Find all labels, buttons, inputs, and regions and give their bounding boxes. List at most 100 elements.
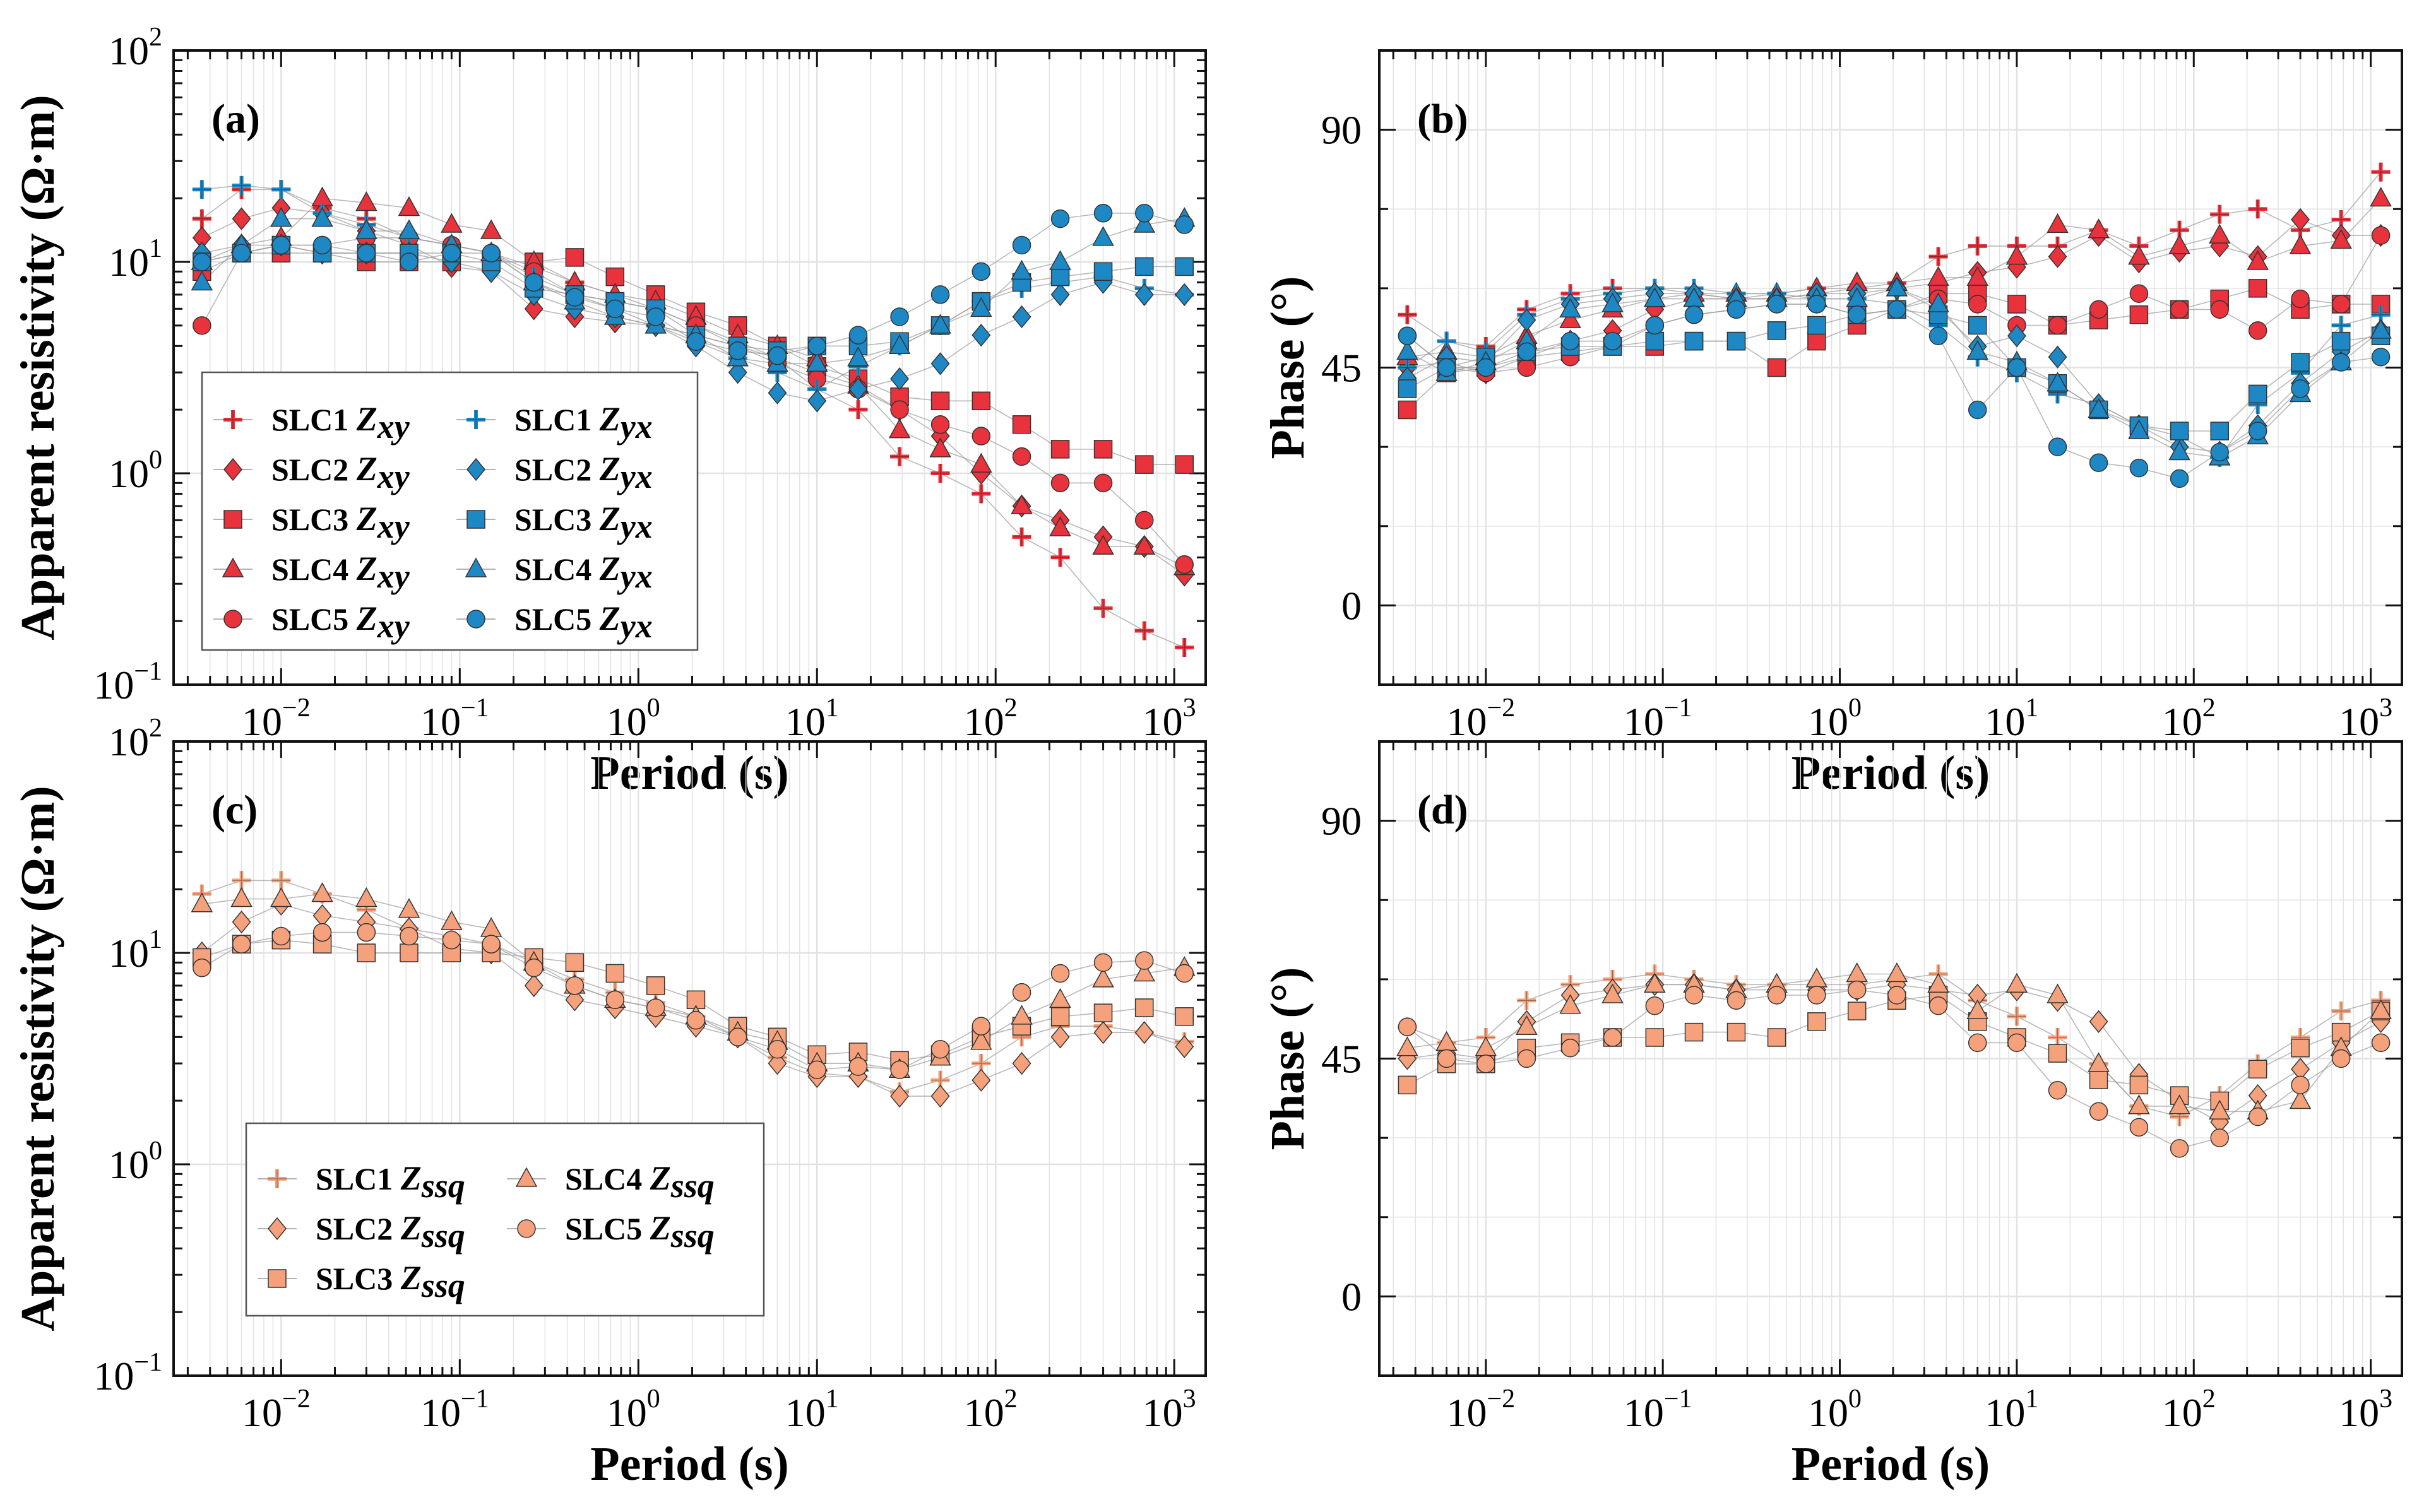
legend-label: SLC2 Zyx bbox=[514, 450, 653, 495]
data-point bbox=[2048, 345, 2067, 369]
data-point bbox=[1726, 1022, 1746, 1042]
data-point bbox=[2047, 983, 2069, 1003]
data-point bbox=[1011, 259, 1033, 280]
data-point bbox=[398, 196, 420, 216]
x-tick-label: 10−2 bbox=[242, 694, 311, 744]
series-slc5-ssq bbox=[1398, 980, 2391, 1158]
panel-label-d: (d) bbox=[1417, 787, 1468, 833]
data-point bbox=[524, 974, 544, 998]
data-point bbox=[565, 248, 585, 267]
data-point bbox=[2048, 437, 2067, 456]
data-point bbox=[1437, 1049, 1456, 1068]
data-point bbox=[1767, 321, 1786, 340]
data-point bbox=[232, 910, 251, 934]
data-point bbox=[1517, 358, 1536, 377]
data-point bbox=[400, 943, 419, 962]
data-point bbox=[2291, 289, 2310, 309]
data-point bbox=[1560, 331, 1580, 351]
series-slc4-yx bbox=[1396, 276, 2392, 466]
data-point bbox=[2170, 1139, 2189, 1158]
data-point bbox=[1559, 297, 1581, 318]
data-point bbox=[1807, 1012, 1826, 1031]
data-point bbox=[1135, 257, 1154, 276]
data-point-outline bbox=[1012, 527, 1031, 546]
x-ticks-c bbox=[186, 741, 1175, 1376]
legend-label: SLC2 Zxy bbox=[271, 450, 410, 495]
data-point bbox=[192, 180, 211, 199]
x-tick-label: 102 bbox=[2162, 1385, 2216, 1435]
data-point bbox=[848, 377, 868, 401]
data-point bbox=[971, 1068, 991, 1092]
line-slc3-ssq bbox=[1407, 995, 2381, 1102]
data-point bbox=[2048, 1044, 2067, 1063]
data-point bbox=[2291, 208, 2310, 232]
data-point bbox=[2007, 1007, 2026, 1026]
data-point bbox=[930, 415, 950, 434]
data-point bbox=[971, 484, 991, 504]
data-point bbox=[971, 323, 991, 347]
x-tick-label: 101 bbox=[1985, 694, 2038, 744]
x-tick-label: 100 bbox=[607, 694, 660, 744]
data-point bbox=[970, 297, 992, 317]
data-point bbox=[970, 452, 992, 473]
data-point bbox=[191, 892, 213, 913]
data-point bbox=[848, 400, 868, 420]
data-point bbox=[565, 288, 585, 307]
line-slc4-ssq bbox=[201, 893, 1185, 1071]
series-slc1-yx bbox=[192, 175, 1194, 399]
data-point bbox=[1398, 379, 1417, 398]
data-point bbox=[2289, 234, 2312, 254]
data-point bbox=[2247, 250, 2269, 270]
data-point bbox=[2248, 1060, 2267, 1078]
data-point bbox=[1092, 535, 1114, 555]
data-point bbox=[1012, 527, 1031, 546]
data-point bbox=[1398, 326, 1417, 345]
data-point bbox=[605, 990, 625, 1010]
data-point bbox=[1645, 316, 1665, 335]
data-point bbox=[686, 1011, 706, 1030]
legend-label: SLC1 Zssq bbox=[316, 1159, 465, 1205]
data-point bbox=[1767, 295, 1786, 314]
x-tick-label: 100 bbox=[607, 1385, 660, 1435]
data-point bbox=[2248, 1107, 2267, 1126]
data-point bbox=[1887, 300, 1906, 319]
data-point bbox=[1966, 999, 1988, 1019]
series-group-d bbox=[1396, 962, 2392, 1158]
data-point bbox=[1135, 511, 1154, 530]
data-point bbox=[355, 219, 377, 239]
data-point bbox=[1927, 972, 1949, 993]
data-point bbox=[2168, 440, 2190, 461]
legend-label: SLC1 Zxy bbox=[271, 400, 410, 446]
data-point bbox=[1093, 440, 1113, 459]
data-point bbox=[2331, 295, 2351, 314]
y-ticks-b bbox=[1379, 49, 2402, 686]
data-point bbox=[2007, 1033, 2026, 1053]
data-point-outline bbox=[2371, 162, 2391, 182]
legend-marker bbox=[466, 458, 485, 481]
y-ticks-a bbox=[174, 59, 1206, 686]
data-point bbox=[2291, 1075, 2310, 1095]
legend-marker bbox=[268, 1169, 287, 1188]
data-point bbox=[1437, 358, 1456, 377]
x-tick-label: 10−2 bbox=[1446, 694, 1515, 744]
y-axis-label: Apparent resistivity (Ω·m) bbox=[11, 95, 64, 640]
data-point bbox=[1012, 305, 1031, 329]
y-tick-label: 101 bbox=[109, 925, 162, 976]
legend-marker bbox=[223, 410, 242, 429]
data-point bbox=[2048, 1081, 2067, 1100]
data-point-outline bbox=[1398, 305, 1417, 324]
data-point bbox=[1135, 951, 1154, 970]
legend-label: SLC4 Zssq bbox=[565, 1159, 715, 1205]
data-point bbox=[480, 219, 502, 239]
data-point bbox=[2370, 999, 2392, 1019]
panel-label-a: (a) bbox=[211, 96, 260, 142]
line-slc1-xy bbox=[1406, 172, 2382, 347]
data-point bbox=[2007, 295, 2026, 314]
data-point bbox=[565, 988, 585, 1012]
x-tick-label: 100 bbox=[1808, 1385, 1862, 1435]
data-point bbox=[605, 267, 625, 286]
data-point bbox=[2089, 1102, 2108, 1121]
data-point bbox=[2089, 453, 2108, 472]
y-tick-label: 100 bbox=[109, 446, 162, 496]
